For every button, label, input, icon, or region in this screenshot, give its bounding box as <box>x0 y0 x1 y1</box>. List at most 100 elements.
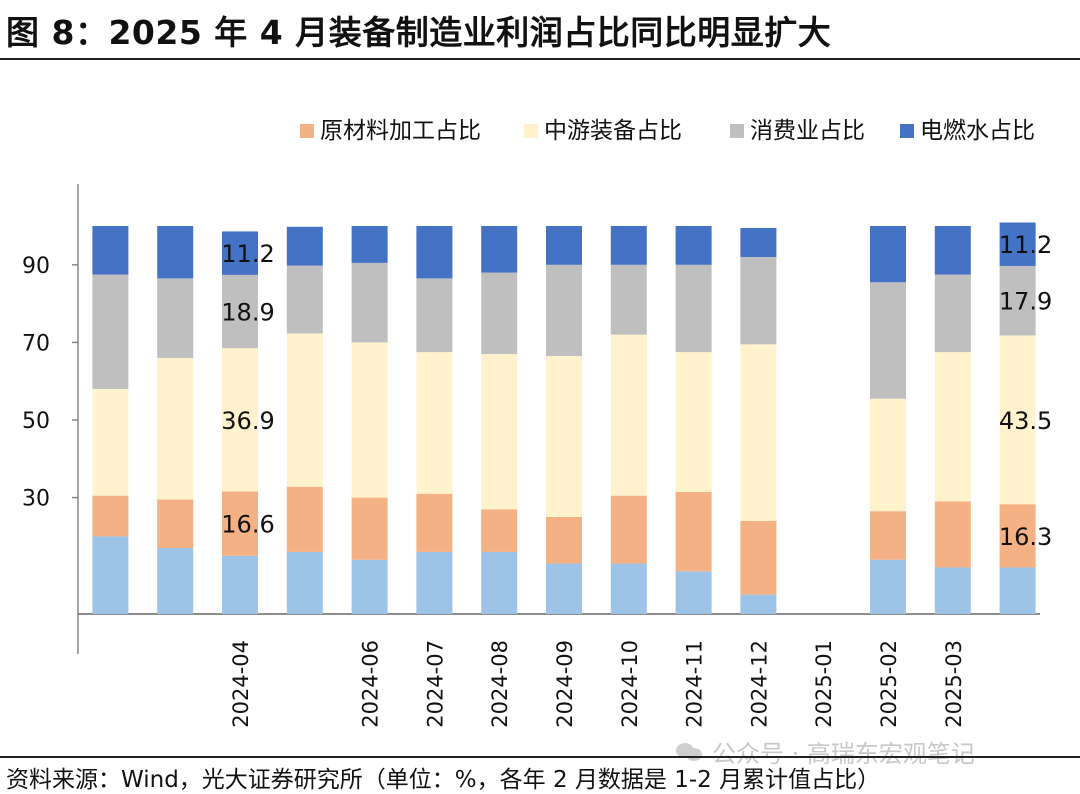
x-tick-label: 2025-02 <box>877 640 901 728</box>
legend-swatch <box>730 124 744 138</box>
legend-swatch <box>300 124 314 138</box>
source-note: 资料来源：Wind，光大证券研究所（单位：%，各年 2 月数据是 1-2 月累计… <box>6 767 881 793</box>
data-label: 18.9 <box>221 299 274 327</box>
x-tick-label: 2024-07 <box>423 640 447 728</box>
bar-segment-3 <box>546 264 582 356</box>
bar-segment-4 <box>416 226 453 279</box>
bar-segment-4 <box>610 226 647 265</box>
bar-segment-2 <box>222 348 258 492</box>
data-label: 11.2 <box>221 240 274 268</box>
bar-segment-1 <box>999 504 1036 568</box>
bar-segment-base <box>286 551 323 614</box>
x-tick-label: 2024-10 <box>618 640 642 728</box>
bar-segment-3 <box>416 278 453 353</box>
x-tick-label: 2024-06 <box>359 640 383 728</box>
title-divider <box>0 58 1080 60</box>
legend-label: 消费业占比 <box>750 118 865 144</box>
bar-segment-3 <box>481 272 518 355</box>
bar-segment-2 <box>999 335 1036 505</box>
bar-segment-1 <box>416 493 453 552</box>
bar-segment-1 <box>157 499 194 549</box>
bar-segment-base <box>416 551 453 614</box>
footer-divider <box>0 756 1080 758</box>
bar-segment-1 <box>610 495 647 564</box>
bar-segment-4 <box>934 226 971 275</box>
bar-segment-3 <box>351 262 388 343</box>
bar-segment-4 <box>222 231 258 275</box>
bar-segment-3 <box>157 278 194 358</box>
x-tick-label: 2024-09 <box>553 640 577 728</box>
bar-segment-base <box>92 536 129 614</box>
bar-segment-1 <box>351 497 388 560</box>
x-tick-label: 2024-11 <box>683 640 707 728</box>
bar-segment-base <box>675 571 712 614</box>
bar-segment-base <box>934 567 971 614</box>
bar-segment-base <box>481 551 518 614</box>
legend-label: 中游装备占比 <box>544 118 682 144</box>
bar-segment-2 <box>416 352 453 494</box>
data-label: 17.9 <box>999 288 1052 316</box>
bar-segment-3 <box>92 274 129 389</box>
legend-label: 电燃水占比 <box>920 118 1035 144</box>
bar-segment-3 <box>675 264 712 353</box>
bar-segment-2 <box>934 352 971 502</box>
bar-segment-1 <box>546 517 582 564</box>
data-label: 36.9 <box>221 407 274 435</box>
bar-segment-4 <box>351 226 388 263</box>
x-tick-label: 2024-12 <box>747 640 771 728</box>
bar-segment-3 <box>999 265 1036 336</box>
bar-segment-2 <box>546 355 582 517</box>
y-tick-label: 90 <box>22 254 50 279</box>
bar-segment-4 <box>740 227 777 258</box>
bar-segment-2 <box>610 334 647 496</box>
bar-segment-base <box>740 594 777 614</box>
bar-segment-3 <box>934 274 971 353</box>
bar-segment-base <box>999 567 1036 614</box>
x-tick-label: 2024-08 <box>488 640 512 728</box>
bar-segment-2 <box>92 388 129 496</box>
y-tick-label: 70 <box>22 331 50 356</box>
bar-segment-3 <box>286 265 323 334</box>
stacked-bar-chart: 30 50 70 90 2024-04 2024-06 2024-07 2024-08 2024… <box>22 118 1052 728</box>
data-label: 16.6 <box>221 511 274 539</box>
figure-title: 图 8：2025 年 4 月装备制造业利润占比同比明显扩大 <box>6 13 832 52</box>
bar-segment-3 <box>870 282 906 399</box>
bar-segment-base <box>351 559 388 614</box>
data-label: 16.3 <box>999 523 1052 551</box>
bar-segment-3 <box>222 274 258 349</box>
bar-segment-1 <box>286 486 323 552</box>
y-tick-label: 50 <box>22 409 50 434</box>
x-tick-label: 2025-01 <box>812 640 836 728</box>
bar-segment-4 <box>286 226 323 266</box>
bar-segment-1 <box>222 491 258 556</box>
bar-segment-2 <box>740 344 777 521</box>
bar-segment-4 <box>481 226 518 273</box>
bar-segment-1 <box>934 501 971 568</box>
bar-segment-2 <box>870 398 906 512</box>
bar-segment-1 <box>92 495 129 537</box>
bar-segment-base <box>610 563 647 614</box>
legend-label: 原材料加工占比 <box>320 118 481 144</box>
bar-segment-2 <box>675 352 712 492</box>
y-tick-label: 30 <box>22 487 50 512</box>
legend-swatch <box>900 124 914 138</box>
bar-segment-4 <box>999 222 1036 266</box>
bar-segment-3 <box>740 257 777 345</box>
bar-segment-1 <box>481 509 518 552</box>
legend-swatch <box>524 124 538 138</box>
bar-segment-base <box>222 555 258 614</box>
bar-segment-base <box>870 559 906 614</box>
bar-segment-1 <box>870 511 906 560</box>
bar-segment-2 <box>157 357 194 500</box>
bar-segment-1 <box>675 491 712 572</box>
bar-segment-4 <box>870 226 906 283</box>
data-label: 43.5 <box>999 407 1052 435</box>
bar-segment-4 <box>92 226 129 275</box>
bar-segment-2 <box>286 333 323 487</box>
bar-segment-1 <box>740 520 777 595</box>
bar-segment-4 <box>157 226 194 279</box>
bar-segment-4 <box>675 226 712 265</box>
bar-segment-2 <box>351 342 388 498</box>
x-tick-label: 2024-04 <box>229 640 253 728</box>
x-tick-label: 2025-03 <box>942 640 966 728</box>
